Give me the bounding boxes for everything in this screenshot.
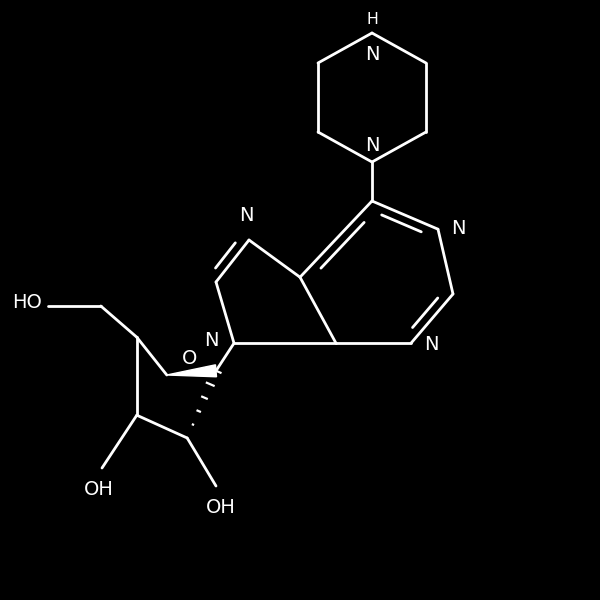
Polygon shape [167,365,217,377]
Text: N: N [365,136,379,155]
Text: H: H [366,12,378,27]
Text: OH: OH [206,498,236,517]
Text: N: N [451,218,466,238]
Text: OH: OH [84,480,114,499]
Text: N: N [205,331,219,350]
Text: N: N [239,206,253,225]
Text: N: N [424,335,439,354]
Text: N: N [365,45,379,64]
Text: HO: HO [12,293,42,313]
Text: O: O [182,349,197,368]
